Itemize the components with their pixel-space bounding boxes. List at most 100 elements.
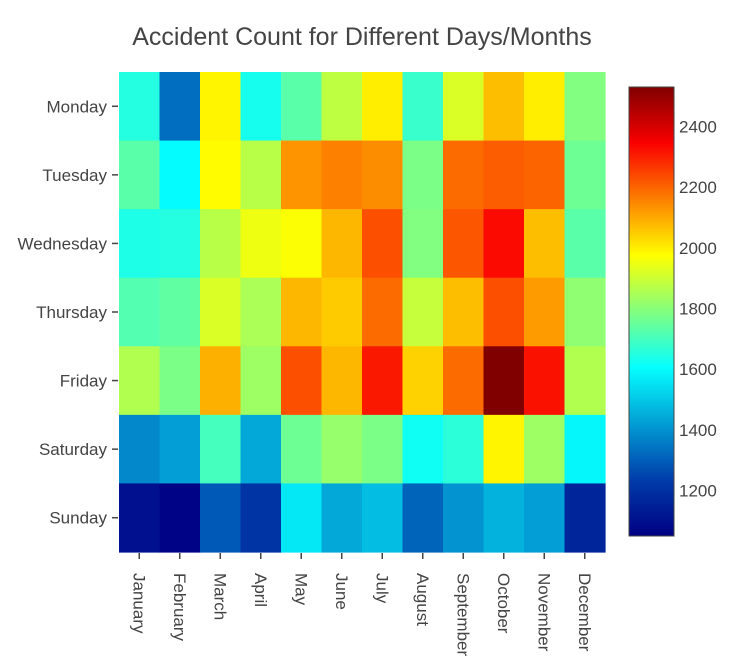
y-tick-label: Monday [47,97,108,116]
colorbar-tick-label: 2000 [679,239,717,258]
heatmap-cell [362,140,404,210]
heatmap-cell [524,346,566,416]
heatmap-cell [564,414,606,485]
heatmap-cell [119,140,161,210]
heatmap-cell [443,140,485,210]
colorbar-tick-label: 1200 [679,481,717,500]
heatmap-cell [443,483,485,553]
heatmap-cell [483,277,525,347]
heatmap-cell [281,277,323,347]
x-tick-label: February [170,573,189,642]
colorbar-gradient [628,86,675,537]
heatmap-cell [483,483,525,553]
chart-title: Accident Count for Different Days/Months [132,23,591,51]
x-axis: January February March April May June July Augu… [129,553,594,656]
heatmap-cell [240,72,282,142]
x-tick-label: November [534,573,553,652]
x-tick-label: June [332,573,351,610]
colorbar: 1200 1400 1600 1800 2000 2200 2400 [628,86,717,537]
heatmap-cell [483,140,525,210]
heatmap-cell [200,72,242,142]
heatmap-cell [483,209,525,279]
heatmap-cell [200,209,242,279]
y-tick-label: Tuesday [42,166,107,185]
x-tick-label: October [494,573,513,634]
heatmap-cell [483,72,525,142]
heatmap-cell [402,346,444,416]
heatmap-cell [159,346,201,416]
heatmap-cell [402,483,444,553]
heatmap-cell [119,209,161,279]
heatmap-cell [524,277,566,347]
heatmap-cell [524,414,566,485]
heatmap-cell [240,346,282,416]
heatmap-cell [362,483,404,553]
heatmap-cell [321,277,363,347]
heatmap-cell [240,209,282,279]
heatmap-cell [402,140,444,210]
heatmap-cell [564,140,606,210]
x-tick-label: March [210,573,229,620]
heatmap-cell [281,483,323,553]
heatmap-cell [200,140,242,210]
heatmap-cell [159,209,201,279]
heatmap-cell [159,277,201,347]
heatmap-cell [362,414,404,485]
heatmap-cell [119,483,161,553]
heatmap-cell [281,414,323,485]
heatmap-cell [119,277,161,347]
heatmap-cell [443,346,485,416]
heatmap-cell [321,209,363,279]
heatmap-cell [119,346,161,416]
heatmap-cell [524,209,566,279]
heatmap-cell [281,346,323,416]
x-tick-label: January [129,573,148,634]
colorbar-tick-label: 2400 [679,117,717,136]
x-tick-label: July [372,573,391,604]
heatmap-cell [564,209,606,279]
heatmap-cell [240,140,282,210]
heatmap-cell [200,483,242,553]
heatmap-cell [564,277,606,347]
heatmap-cell [240,483,282,553]
heatmap-cell [159,483,201,553]
heatmap-cell [321,414,363,485]
heatmap-cell [362,72,404,142]
heatmap-cell [240,277,282,347]
x-tick-label: September [453,573,472,656]
heatmap-cell [564,72,606,142]
heatmap-cell [402,209,444,279]
y-axis: Monday Tuesday Wednesday Thursday Friday Satu… [18,97,118,528]
y-tick-label: Sunday [49,509,107,528]
y-tick-label: Thursday [36,303,107,322]
colorbar-tick-label: 1800 [679,299,717,318]
heatmap-cell [240,414,282,485]
colorbar-tick-label: 1400 [679,421,717,440]
heatmap-cells [119,72,606,553]
x-tick-label: April [251,573,270,607]
x-tick-label: August [413,573,432,626]
heatmap-cell [443,414,485,485]
heatmap-cell [159,140,201,210]
heatmap-cell [200,414,242,485]
y-tick-label: Friday [60,372,108,391]
heatmap-cell [281,72,323,142]
heatmap-cell [524,72,566,142]
heatmap-cell [362,209,404,279]
heatmap-cell [362,346,404,416]
heatmap-cell [443,209,485,279]
heatmap-cell [402,414,444,485]
heatmap-cell [564,346,606,416]
heatmap-cell [524,483,566,553]
y-tick-label: Wednesday [18,234,108,253]
heatmap-cell [402,72,444,142]
heatmap-cell [321,140,363,210]
heatmap-cell [159,72,201,142]
colorbar-tick-label: 1600 [679,360,717,379]
heatmap-cell [483,414,525,485]
heatmap-cell [443,72,485,142]
heatmap-cell [281,140,323,210]
heatmap-cell [159,414,201,485]
heatmap-cell [200,277,242,347]
heatmap-cell [443,277,485,347]
